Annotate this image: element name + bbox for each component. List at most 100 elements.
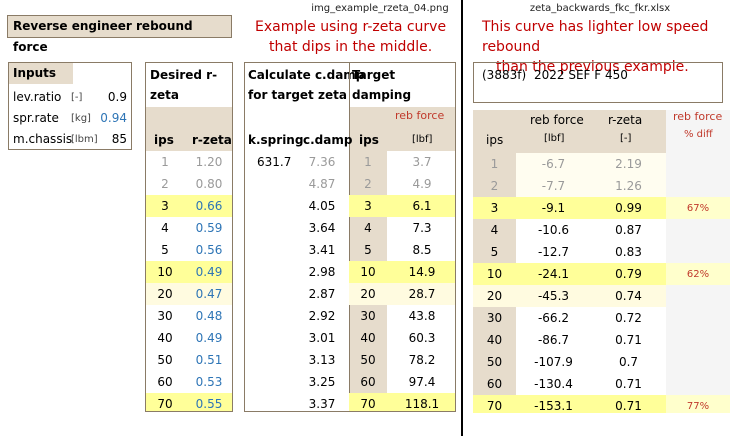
kspring-cell <box>245 261 295 283</box>
kspring-cell <box>245 151 295 173</box>
input-unit: [kg] <box>71 113 91 124</box>
input-value[interactable]: 0.94 <box>100 111 127 125</box>
target-ips-cell: 30 <box>360 309 376 323</box>
right-diff-cell: 67% <box>666 197 730 219</box>
right-rzeta-cell: 0.7 <box>618 355 639 369</box>
desired-rzeta-cell[interactable]: 0.56 <box>195 243 223 257</box>
cdamp-cell: 2.98 <box>308 265 336 279</box>
desired-rzeta-cell[interactable]: 0.48 <box>195 309 223 323</box>
target-ips-cell: 70 <box>349 393 387 411</box>
desired-rzeta-cell[interactable]: 0.51 <box>195 353 223 367</box>
cdamp-cell: 3.37 <box>308 397 336 411</box>
right-reb-cell: -9.1 <box>516 197 591 219</box>
desired-rzeta-cell[interactable]: 1.20 <box>195 155 223 169</box>
right-rzeta-cell: 0.72 <box>615 311 642 325</box>
right-rzeta-cell: 0.71 <box>615 377 642 391</box>
vehicle-info-box: (3883f) 2022 SEF F 450 <box>473 62 723 103</box>
right-diff-cell: 62% <box>666 263 730 285</box>
target-ips-cell: 2 <box>364 177 372 191</box>
calc-target-row: 2.87 20 28.7 <box>245 283 455 305</box>
calc-target-row: 3.64 4 7.3 <box>245 217 455 239</box>
desired-ips-cell: 30 <box>157 309 173 323</box>
desired-row: 1 1.20 <box>146 151 232 173</box>
kspring-value[interactable]: 631.7 <box>257 155 292 169</box>
calc-header-line-1: Calculate c.damp <box>248 68 365 82</box>
desired-row: 2 0.80 <box>146 173 232 195</box>
vehicle-name: 2022 SEF F 450 <box>534 68 628 82</box>
desired-ips-cell: 60 <box>157 375 173 389</box>
left-caption: Example using r-zeta curve that dips in … <box>255 17 455 57</box>
desired-rzeta-cell[interactable]: 0.49 <box>195 265 223 279</box>
inputs-box: Inputs lev.ratio [-] 0.9 spr.rate [kg] 0… <box>8 62 132 150</box>
right-reb-cell: -153.1 <box>516 395 591 413</box>
right-col-reb-unit: [lbf] <box>544 133 565 144</box>
calc-target-row: 2.98 10 14.9 <box>245 261 455 283</box>
inputs-header: Inputs <box>9 63 73 84</box>
right-ips-cell: 20 <box>473 285 516 307</box>
right-col-rzeta: r-zeta <box>608 113 643 127</box>
desired-row: 4 0.59 <box>146 217 232 239</box>
target-ips-cell: 10 <box>349 261 387 283</box>
input-name: lev.ratio <box>13 90 62 104</box>
right-reb-cell: -86.7 <box>537 333 570 347</box>
calc-target-divider <box>349 63 350 411</box>
desired-ips-cell: 5 <box>161 243 169 257</box>
right-rzeta-cell: 0.71 <box>591 395 666 413</box>
kspring-cell <box>245 217 295 239</box>
desired-row: 50 0.51 <box>146 349 232 371</box>
target-reb-cell: 8.5 <box>412 243 432 257</box>
input-value[interactable]: 0.9 <box>107 90 127 104</box>
right-reb-cell: -6.7 <box>516 153 591 175</box>
target-reb-cell: 97.4 <box>408 375 436 389</box>
left-caption-line-2: that dips in the middle. <box>269 39 433 55</box>
target-header-line-1: Target damping <box>352 68 412 102</box>
target-reb-cell: 43.8 <box>408 309 436 323</box>
desired-rzeta-cell[interactable]: 0.49 <box>195 331 223 345</box>
target-col-reb: reb force <box>395 109 445 122</box>
right-reb-cell: -66.2 <box>537 311 570 325</box>
right-rzeta-cell: 0.83 <box>615 245 642 259</box>
desired-rzeta-cell[interactable]: 0.59 <box>195 221 223 235</box>
desired-rzeta-cell[interactable]: 0.47 <box>195 287 223 301</box>
right-rzeta-cell: 0.74 <box>591 285 666 307</box>
panel-separator <box>461 0 463 436</box>
input-value[interactable]: 85 <box>111 132 127 146</box>
target-ips-col-bg <box>349 107 387 411</box>
cdamp-cell: 3.13 <box>308 353 336 367</box>
input-unit: [-] <box>71 92 83 103</box>
desired-row: 40 0.49 <box>146 327 232 349</box>
right-col-rzeta-unit: [-] <box>620 133 632 144</box>
desired-row: 20 0.47 <box>146 283 232 305</box>
right-reb-cell: -130.4 <box>534 377 573 391</box>
right-col-reb: reb force <box>530 113 584 127</box>
right-table: 1 -6.7 2.19 2 -7.7 1.26 3 -9.1 0.99 67% 4 -10.6 0.87… <box>473 153 730 413</box>
desired-row: 3 0.66 <box>146 195 232 217</box>
target-col-ips: ips <box>359 133 379 147</box>
target-reb-cell: 28.7 <box>387 283 455 305</box>
right-diff-cell <box>666 153 730 175</box>
desired-row: 60 0.53 <box>146 371 232 393</box>
target-ips-cell: 20 <box>349 283 387 305</box>
target-col-unit: [lbf] <box>412 134 433 145</box>
target-ips-cell: 1 <box>364 155 372 169</box>
desired-rzeta-cell[interactable]: 0.53 <box>195 375 223 389</box>
right-ips-cell: 60 <box>486 377 503 391</box>
right-row: 4 -10.6 0.87 <box>473 219 730 241</box>
desired-rzeta-cell[interactable]: 0.80 <box>195 177 223 191</box>
right-col-diff2: % diff <box>684 129 713 140</box>
kspring-cell <box>245 327 295 349</box>
calc-target-row: 2.92 30 43.8 <box>245 305 455 327</box>
desired-rzeta-cell[interactable]: 0.55 <box>195 397 223 411</box>
desired-ips-cell: 10 <box>157 265 173 279</box>
right-table-box: reb force [lbf] ips r-zeta [-] reb force… <box>473 110 730 413</box>
left-file-label: img_example_rzeta_04.png <box>311 3 449 14</box>
right-diff-cell <box>666 285 730 307</box>
input-name: m.chassis <box>13 132 73 146</box>
desired-col-rzeta: r-zeta <box>192 133 232 147</box>
right-diff-cell: 77% <box>666 395 730 413</box>
target-reb-cell: 6.1 <box>387 195 455 217</box>
target-reb-cell: 3.7 <box>412 155 432 169</box>
left-title: Reverse engineer rebound force <box>7 15 232 54</box>
right-diff-cell <box>666 351 730 373</box>
desired-rzeta-cell[interactable]: 0.66 <box>195 199 223 213</box>
